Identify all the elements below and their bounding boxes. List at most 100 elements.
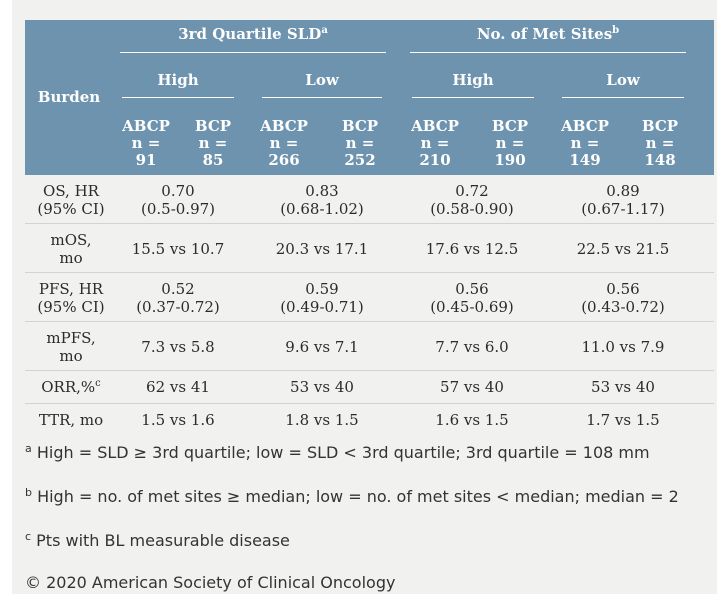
arm-header: ABCP n = 149 [554, 118, 616, 169]
arm-n-value: 148 [644, 151, 676, 169]
cell-line: 0.59 [305, 280, 339, 298]
table-cell: 22.5 vs 21.5 [576, 240, 670, 258]
table-cell: 17.6 vs 12.5 [425, 240, 519, 258]
cell-line: (0.67-1.17) [581, 200, 665, 218]
footnote: a High = SLD ≥ 3rd quartile; low = SLD <… [25, 443, 650, 462]
table-cell: 62 vs 41 [146, 378, 210, 396]
arm-name: ABCP [411, 117, 459, 135]
arm-name: BCP [341, 117, 379, 135]
row-divider [25, 321, 714, 322]
footnote-marker-c: c [95, 378, 101, 389]
table-cell: 11.0 vs 7.9 [581, 338, 665, 356]
arm-header: BCP n = 252 [332, 118, 388, 169]
arm-n-value: 85 [202, 151, 224, 169]
arm-n-label: n = [420, 134, 450, 152]
table-cell: 0.83 (0.68-1.02) [252, 182, 392, 218]
group-header-met-label: No. of Met Sites [476, 25, 613, 43]
row-divider [25, 403, 714, 404]
row-label-line: PFS, HR [38, 280, 104, 298]
table-cell: 7.3 vs 5.8 [141, 338, 215, 356]
arm-header: BCP n = 148 [632, 118, 688, 169]
group-header-sld-label: 3rd Quartile SLD [178, 25, 322, 43]
cell-line: (0.5-0.97) [140, 200, 216, 218]
cell-line: (0.58-0.90) [430, 200, 514, 218]
table-cell: 1.8 vs 1.5 [285, 411, 359, 429]
row-label: OS, HR (95% CI) [25, 182, 117, 218]
table-cell: 15.5 vs 10.7 [131, 240, 225, 258]
table-cell: 1.6 vs 1.5 [435, 411, 509, 429]
table-cell: 20.3 vs 17.1 [275, 240, 369, 258]
row-label: mPFS, mo [25, 329, 117, 365]
subheader-low: Low [606, 71, 640, 89]
arm-n-label: n = [495, 134, 525, 152]
table-cell: 0.56 (0.43-0.72) [552, 280, 694, 316]
arm-n-label: n = [345, 134, 375, 152]
subheader-low: Low [305, 71, 339, 89]
footnote-text: High = no. of met sites ≥ median; low = … [37, 487, 679, 506]
arm-n-label: n = [570, 134, 600, 152]
table-cell: 0.52 (0.37-0.72) [118, 280, 238, 316]
cell-line: (0.45-0.69) [430, 298, 514, 316]
arm-header: BCP n = 190 [482, 118, 538, 169]
row-label-line: mo [59, 347, 83, 365]
row-label-line: mo [59, 249, 83, 267]
row-divider [25, 272, 714, 273]
cell-line: (0.68-1.02) [280, 200, 364, 218]
arm-n-value: 91 [135, 151, 157, 169]
footnote-mark: b [25, 486, 32, 499]
cell-line: 0.56 [606, 280, 640, 298]
subheader-high: High [452, 71, 494, 89]
arm-n-value: 210 [419, 151, 451, 169]
table-cell: 1.5 vs 1.6 [141, 411, 215, 429]
table-cell: 0.89 (0.67-1.17) [552, 182, 694, 218]
table-cell: 0.72 (0.58-0.90) [402, 182, 542, 218]
footnote-mark: a [25, 442, 32, 455]
cell-line: 0.52 [161, 280, 195, 298]
arm-name: BCP [641, 117, 679, 135]
arm-header: ABCP n = 91 [116, 118, 176, 169]
table-cell: 53 vs 40 [290, 378, 354, 396]
footnote-marker-a: a [321, 25, 328, 36]
table-cell: 7.7 vs 6.0 [435, 338, 509, 356]
group-divider [410, 52, 686, 53]
row-label-line: (95% CI) [37, 200, 105, 218]
group-divider [120, 52, 386, 53]
row-label: PFS, HR (95% CI) [25, 280, 117, 316]
footnote-marker-b: b [612, 25, 620, 36]
arm-n-value: 266 [268, 151, 300, 169]
group-header-met: No. of Met Sitesb [410, 26, 686, 43]
group-header-sld: 3rd Quartile SLDa [120, 26, 386, 43]
arm-header: ABCP n = 210 [404, 118, 466, 169]
footnote: b High = no. of met sites ≥ median; low … [25, 487, 679, 506]
subheader-divider [262, 97, 382, 98]
row-label: mOS, mo [25, 231, 117, 267]
row-label-line: mOS, [50, 231, 92, 249]
row-label-line: OS, HR [43, 182, 99, 200]
cell-line: (0.37-0.72) [136, 298, 220, 316]
cell-line: 0.83 [305, 182, 339, 200]
arm-header: BCP n = 85 [186, 118, 240, 169]
row-label-line: (95% CI) [37, 298, 105, 316]
footnote-mark: c [25, 530, 32, 543]
footnote-text: High = SLD ≥ 3rd quartile; low = SLD < 3… [36, 443, 650, 462]
footnote-text: Pts with BL measurable disease [36, 531, 290, 550]
subheader-high: High [157, 71, 199, 89]
arm-n-label: n = [131, 134, 161, 152]
cell-line: 0.89 [606, 182, 640, 200]
table-cell: 0.56 (0.45-0.69) [402, 280, 542, 316]
cell-line: (0.49-0.71) [280, 298, 364, 316]
footnote: c Pts with BL measurable disease [25, 531, 290, 550]
arm-n-label: n = [269, 134, 299, 152]
table-cell: 57 vs 40 [440, 378, 504, 396]
arm-name: ABCP [122, 117, 170, 135]
cell-line: 0.56 [455, 280, 489, 298]
cell-line: 0.70 [161, 182, 195, 200]
arm-header: ABCP n = 266 [254, 118, 314, 169]
copyright: © 2020 American Society of Clinical Onco… [25, 573, 396, 592]
table-cell: 0.59 (0.49-0.71) [252, 280, 392, 316]
arm-n-label: n = [645, 134, 675, 152]
row-label: TTR, mo [38, 411, 104, 429]
row-label-line: ORR,% [41, 378, 96, 396]
table-cell: 53 vs 40 [591, 378, 655, 396]
table-cell: 0.70 (0.5-0.97) [118, 182, 238, 218]
